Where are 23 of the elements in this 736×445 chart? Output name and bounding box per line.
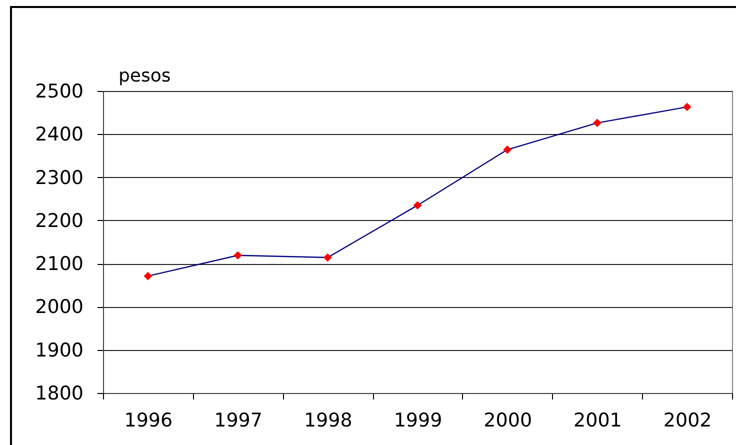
x-tick-label: 1999 xyxy=(394,410,442,432)
x-tick-label: 1998 xyxy=(304,410,352,432)
y-tick-label: 2200 xyxy=(35,210,84,232)
point xyxy=(413,201,422,210)
x-tick-label: 1996 xyxy=(124,410,173,432)
y-axis-title: pesos xyxy=(118,66,171,86)
point xyxy=(144,272,152,280)
y-tick-label: 2500 xyxy=(35,80,84,102)
point xyxy=(323,253,332,262)
y-tick-label: 1800 xyxy=(35,382,84,404)
y-tick-label: 2100 xyxy=(35,253,84,276)
point xyxy=(682,102,692,112)
x-tick-label: 2000 xyxy=(484,410,532,432)
point xyxy=(593,118,602,128)
x-tick-label: 2002 xyxy=(663,410,712,432)
y-tick-label: 2300 xyxy=(35,166,84,189)
point xyxy=(234,251,242,260)
y-tick-label: 1900 xyxy=(35,339,84,362)
x-tick-label: 2001 xyxy=(574,410,622,432)
x-tick-label: 1997 xyxy=(214,410,262,432)
point xyxy=(503,145,512,154)
y-tick-label: 2000 xyxy=(35,296,84,318)
y-tick-label: 2400 xyxy=(35,124,84,146)
